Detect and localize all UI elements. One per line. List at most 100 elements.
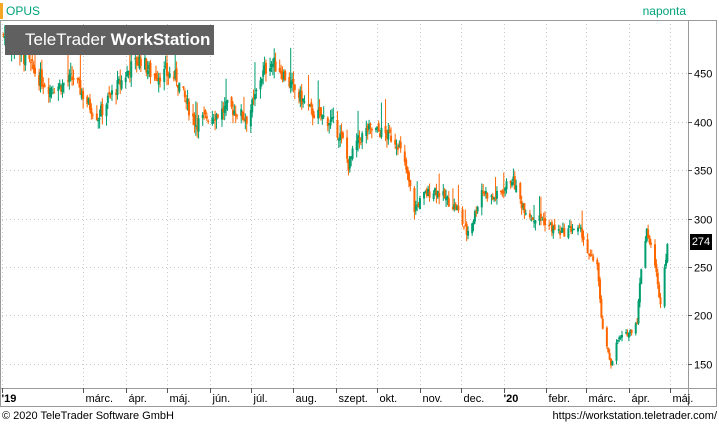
last-price-tag: 274 xyxy=(690,234,712,250)
chart-header: OPUS xyxy=(0,3,40,19)
candle-body xyxy=(388,129,391,133)
candle-body xyxy=(134,57,137,60)
candle-body xyxy=(50,89,53,91)
candle-body xyxy=(149,62,152,78)
candle-body xyxy=(300,90,303,105)
interval-label[interactable]: naponta xyxy=(642,4,686,18)
candle-body xyxy=(317,109,320,119)
candle-body xyxy=(649,242,652,245)
candle-body xyxy=(482,191,485,193)
brand-watermark: TeleTrader WorkStation xyxy=(5,25,214,55)
candle-body xyxy=(203,113,206,115)
candle-body xyxy=(80,92,83,99)
candle-body xyxy=(589,254,592,256)
candle-body xyxy=(40,69,43,87)
candle-body xyxy=(293,84,296,90)
candle-body xyxy=(61,83,64,93)
candle-body xyxy=(204,110,207,114)
candle-body xyxy=(322,115,325,117)
candle-body xyxy=(120,80,123,89)
candle-body xyxy=(318,107,321,111)
candle-body xyxy=(616,339,619,342)
candle-body xyxy=(533,221,536,223)
candle-body xyxy=(38,75,41,86)
candle-body xyxy=(390,135,393,142)
candle-body xyxy=(648,236,651,243)
x-tick-label: márc. xyxy=(589,393,617,405)
candle-body xyxy=(377,123,380,132)
candle-body xyxy=(658,284,661,298)
candle-body xyxy=(212,119,215,121)
candle-body xyxy=(47,86,50,94)
candle-body xyxy=(405,159,408,170)
candle-body xyxy=(355,140,358,150)
candle-body xyxy=(476,206,479,212)
y-tick-label: 250 xyxy=(694,263,712,275)
symbol-accent-bar xyxy=(0,3,3,19)
site-url-link[interactable]: https://workstation.teletrader.com/ xyxy=(552,410,717,422)
candle-body xyxy=(88,99,91,110)
candle-body xyxy=(244,119,247,121)
candle-body xyxy=(666,244,669,262)
x-axis: '19 márc. ápr. máj. jún. júl. aug. szept. okt. no… xyxy=(2,388,693,405)
candle-body xyxy=(350,156,353,159)
candle-body xyxy=(572,229,575,231)
candle-body xyxy=(116,80,119,96)
candle-body xyxy=(135,57,138,66)
candle-body xyxy=(491,196,494,200)
candle-body xyxy=(176,84,179,88)
candle-body xyxy=(570,226,573,232)
candle-body xyxy=(321,114,324,120)
x-tick-label: júl. xyxy=(253,393,268,405)
candle-body xyxy=(370,128,373,131)
candle-body xyxy=(376,126,379,130)
candle-body xyxy=(394,139,397,145)
candle-body xyxy=(270,63,273,68)
candle-body xyxy=(119,80,122,86)
candle-body xyxy=(351,148,354,159)
candle-body xyxy=(108,92,111,95)
symbol-label[interactable]: OPUS xyxy=(6,4,41,18)
candle-body xyxy=(656,272,659,285)
candle-body xyxy=(259,80,262,90)
candle-body xyxy=(387,129,390,140)
candle-body xyxy=(358,138,361,141)
candle-body xyxy=(361,133,364,142)
candle-body xyxy=(172,76,175,79)
candle-body xyxy=(368,123,371,130)
candle-body xyxy=(596,259,599,265)
candle-body xyxy=(156,79,159,81)
candle-body xyxy=(599,279,602,299)
candle-body xyxy=(105,104,108,117)
candle-body xyxy=(311,108,314,117)
candle-body xyxy=(615,342,618,361)
candle-body xyxy=(446,196,449,200)
candle-body xyxy=(544,217,547,226)
candle-body xyxy=(126,71,129,77)
candle-body xyxy=(183,90,186,98)
candle-body xyxy=(636,322,639,324)
y-tick-label: 350 xyxy=(694,166,712,178)
candle-body xyxy=(299,90,302,102)
candle-body xyxy=(524,213,527,215)
y-tick-label: 300 xyxy=(694,215,712,227)
candle-body xyxy=(369,123,372,126)
candle-body xyxy=(124,77,127,83)
candle-body xyxy=(182,86,185,88)
candle-body xyxy=(95,113,98,121)
candle-body xyxy=(207,121,210,123)
candle-body xyxy=(260,78,263,84)
candle-body xyxy=(490,195,493,197)
y-tick-label: 400 xyxy=(694,118,712,130)
candle-body xyxy=(3,35,6,39)
candle-body xyxy=(143,57,146,70)
candle-body xyxy=(106,95,109,103)
candle-body xyxy=(175,68,178,83)
candle-body xyxy=(464,225,467,227)
candle-body xyxy=(552,226,555,234)
candle-body xyxy=(395,146,398,148)
candle-body xyxy=(332,116,335,118)
candle-body xyxy=(280,70,283,74)
